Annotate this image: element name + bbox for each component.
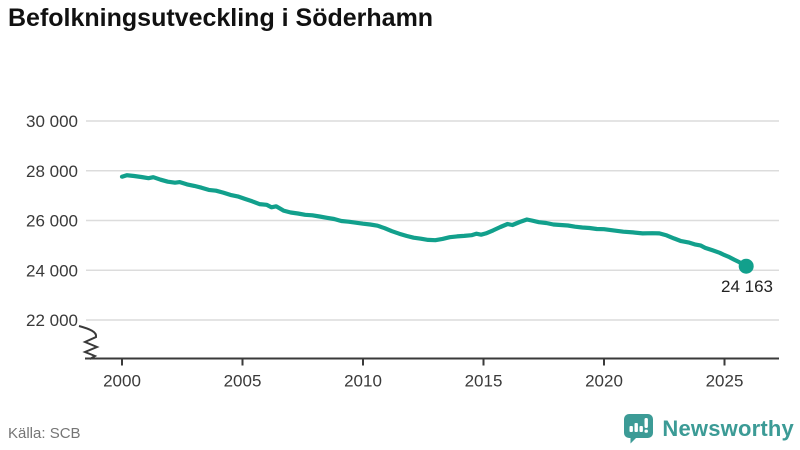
y-axis-tick-label: 22 000	[26, 311, 78, 330]
x-axis-tick-label: 2005	[224, 372, 262, 391]
newsworthy-logo-text: Newsworthy	[662, 415, 794, 441]
latest-value-dot	[738, 258, 754, 274]
y-axis-tick-label: 30 000	[26, 112, 78, 131]
newsworthy-bar-chart-speech-bubble-icon	[622, 413, 655, 444]
x-axis-tick-label: 2000	[103, 372, 141, 391]
y-axis-tick-label: 28 000	[26, 162, 78, 181]
latest-value-label: 24 163	[721, 277, 773, 296]
x-axis-tick-label: 2025	[706, 372, 744, 391]
source-note: Källa: SCB	[8, 425, 81, 442]
x-axis-tick-label: 2020	[585, 372, 623, 391]
y-axis-tick-label: 26 000	[26, 212, 78, 231]
chart-title: Befolkningsutveckling i Söderhamn	[8, 4, 434, 32]
x-axis-tick-label: 2010	[344, 372, 382, 391]
newsworthy-logo[interactable]: Newsworthy	[622, 413, 794, 444]
y-axis-break-icon	[78, 325, 100, 360]
population-line-series	[119, 173, 749, 269]
y-axis-tick-label: 24 000	[26, 261, 78, 280]
x-axis-tick-label: 2015	[465, 372, 503, 391]
